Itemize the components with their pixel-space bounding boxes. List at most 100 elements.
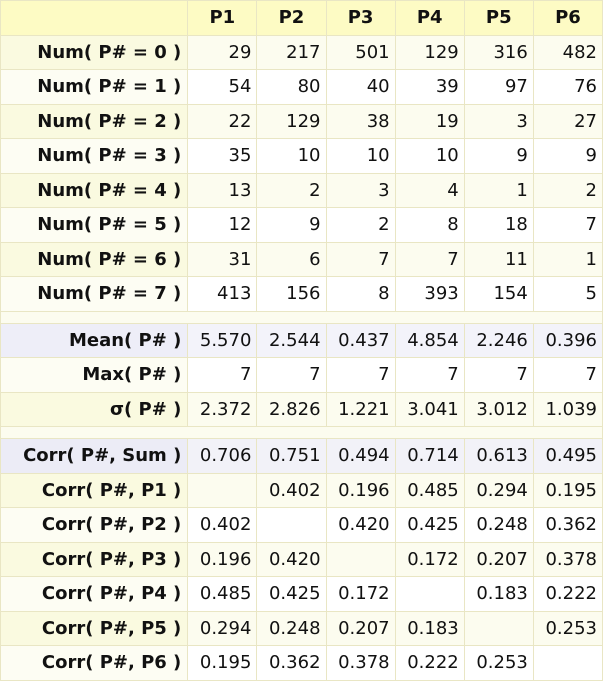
value-cell: 7 [532,357,603,393]
separator-row [0,310,603,324]
correlation-row: Corr( P#, P3 ) 0.196 0.420 0.172 0.207 0.378 [0,541,603,577]
value-cell: 0.195 [187,645,258,681]
stat-row: Max( P# ) 7 7 7 7 7 7 [0,357,603,393]
value-cell: 5.570 [187,322,258,358]
value-cell: 0.396 [532,322,603,358]
value-cell: 0.294 [187,610,258,646]
correlation-row: Corr( P#, P1 ) 0.402 0.196 0.485 0.294 0.195 [0,472,603,508]
value-cell: 501 [325,34,396,70]
value-cell: 3.012 [463,391,534,427]
row-label: Num( P# = 3 ) [0,138,189,174]
column-header-p3: P3 [325,0,396,36]
value-cell: 9 [532,138,603,174]
value-cell: 19 [394,103,465,139]
value-cell: 482 [532,34,603,70]
correlation-row: Corr( P#, Sum ) 0.706 0.751 0.494 0.714 0.613… [0,438,603,474]
value-cell: 0.378 [532,541,603,577]
separator-cell [0,310,603,324]
value-cell: 11 [463,241,534,277]
value-cell: 2.372 [187,391,258,427]
value-cell: 0.294 [463,472,534,508]
value-cell: 0.172 [325,576,396,612]
value-cell: 38 [325,103,396,139]
count-row: Num( P# = 5 ) 12 9 2 8 18 7 [0,207,603,243]
count-row: Num( P# = 6 ) 31 6 7 7 11 1 [0,241,603,277]
value-cell: 0.172 [394,541,465,577]
corner-cell [0,0,189,36]
column-header-p4: P4 [394,0,465,36]
value-cell: 6 [256,241,327,277]
value-cell: 0.253 [532,610,603,646]
value-cell [463,610,534,646]
value-cell: 7 [463,357,534,393]
value-cell: 5 [532,276,603,312]
value-cell: 7 [187,357,258,393]
value-cell: 13 [187,172,258,208]
value-cell: 3 [463,103,534,139]
row-label: Num( P# = 6 ) [0,241,189,277]
count-row: Num( P# = 4 ) 13 2 3 4 1 2 [0,172,603,208]
value-cell: 80 [256,69,327,105]
header-row: P1 P2 P3 P4 P5 P6 [0,0,603,36]
stat-row: Mean( P# ) 5.570 2.544 0.437 4.854 2.246 0.396 [0,322,603,358]
value-cell: 9 [256,207,327,243]
row-label: Num( P# = 2 ) [0,103,189,139]
value-cell: 0.425 [394,507,465,543]
value-cell: 12 [187,207,258,243]
stats-table: P1 P2 P3 P4 P5 P6 Num( P# = 0 ) 29 217 501 1… [0,0,603,681]
value-cell: 0.196 [325,472,396,508]
count-row: Num( P# = 0 ) 29 217 501 129 316 482 [0,34,603,70]
value-cell: 7 [256,357,327,393]
value-cell: 413 [187,276,258,312]
value-cell: 0.751 [256,438,327,474]
value-cell: 8 [394,207,465,243]
value-cell: 0.420 [256,541,327,577]
value-cell: 7 [394,357,465,393]
value-cell: 0.420 [325,507,396,543]
value-cell: 18 [463,207,534,243]
row-label: Corr( P#, P1 ) [0,472,189,508]
value-cell: 7 [394,241,465,277]
value-cell: 8 [325,276,396,312]
value-cell: 0.222 [394,645,465,681]
value-cell: 10 [325,138,396,174]
value-cell: 7 [325,241,396,277]
value-cell: 129 [256,103,327,139]
count-row: Num( P# = 2 ) 22 129 38 19 3 27 [0,103,603,139]
row-label: Corr( P#, P2 ) [0,507,189,543]
row-label: Num( P# = 5 ) [0,207,189,243]
value-cell: 156 [256,276,327,312]
value-cell: 0.425 [256,576,327,612]
value-cell: 27 [532,103,603,139]
value-cell: 0.495 [532,438,603,474]
stat-row: σ( P# ) 2.372 2.826 1.221 3.041 3.012 1.039 [0,391,603,427]
value-cell: 0.714 [394,438,465,474]
value-cell: 0.183 [394,610,465,646]
correlation-row: Corr( P#, P4 ) 0.485 0.425 0.172 0.183 0.222 [0,576,603,612]
value-cell: 316 [463,34,534,70]
value-cell: 1.039 [532,391,603,427]
value-cell: 0.437 [325,322,396,358]
value-cell: 0.613 [463,438,534,474]
value-cell: 7 [325,357,396,393]
row-label: Corr( P#, P4 ) [0,576,189,612]
column-header-p2: P2 [256,0,327,36]
value-cell: 393 [394,276,465,312]
value-cell: 0.402 [187,507,258,543]
value-cell: 0.248 [256,610,327,646]
value-cell: 76 [532,69,603,105]
value-cell: 1 [532,241,603,277]
value-cell: 0.207 [463,541,534,577]
row-label: Mean( P# ) [0,322,189,358]
value-cell: 0.494 [325,438,396,474]
row-label: Corr( P#, P6 ) [0,645,189,681]
value-cell: 0.485 [394,472,465,508]
value-cell: 4 [394,172,465,208]
value-cell: 0.207 [325,610,396,646]
value-cell: 2 [325,207,396,243]
value-cell: 1.221 [325,391,396,427]
row-label: Num( P# = 1 ) [0,69,189,105]
value-cell: 0.362 [256,645,327,681]
value-cell [532,645,603,681]
value-cell: 2 [256,172,327,208]
